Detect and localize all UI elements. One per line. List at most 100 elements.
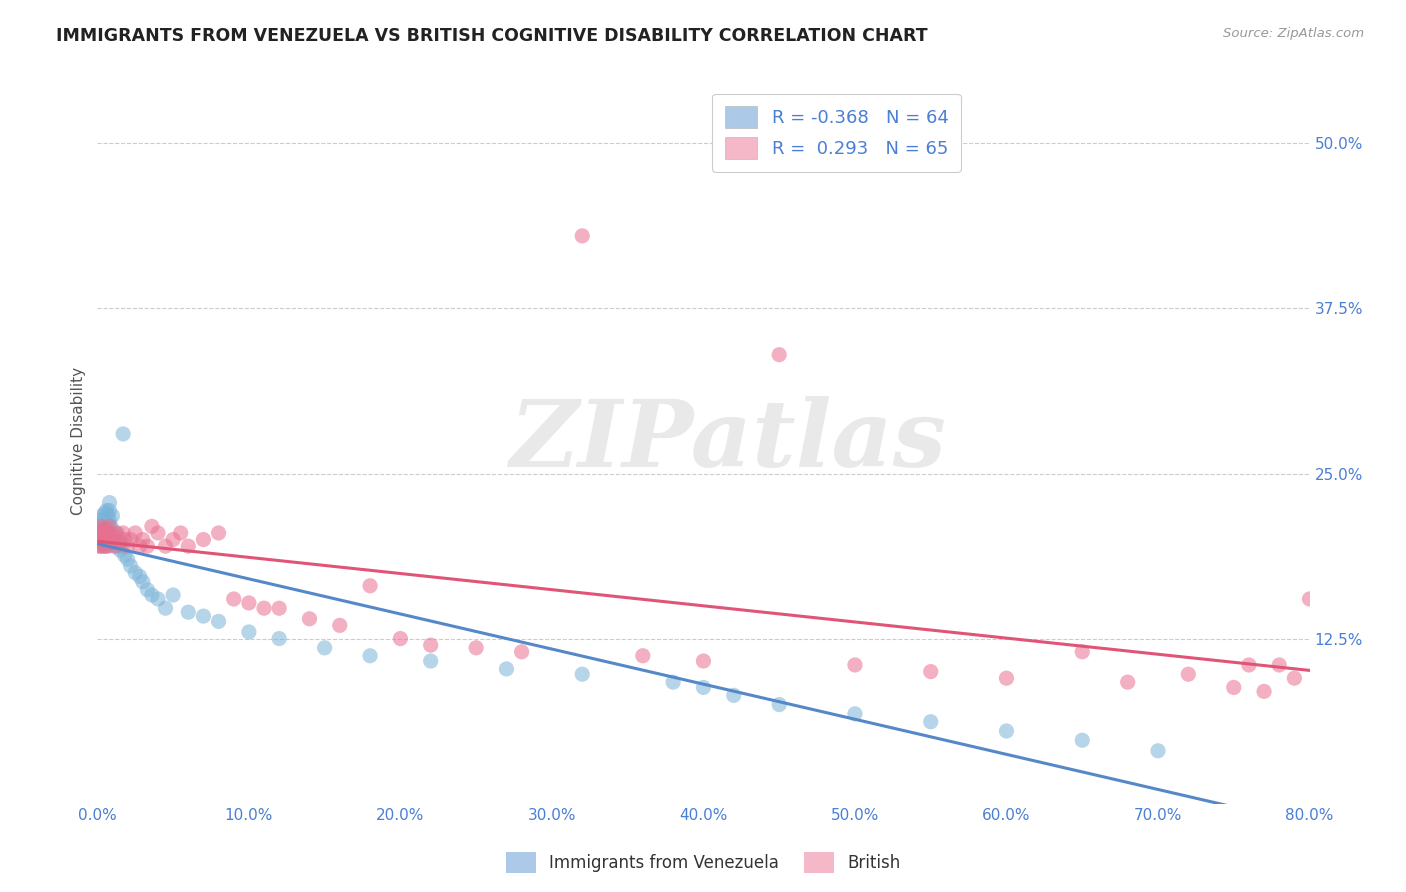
Point [170, 525, 193, 540]
Point [768, 698, 790, 712]
Point [108, 535, 131, 549]
Point [104, 539, 127, 553]
Point [90, 525, 112, 540]
Point [207, 615, 229, 629]
Point [90, 508, 112, 523]
Point [193, 609, 215, 624]
Point [631, 648, 654, 663]
Point [419, 654, 441, 668]
Point [162, 533, 184, 547]
Point [117, 539, 139, 553]
Point [768, 348, 790, 362]
Point [96, 522, 118, 536]
Point [132, 574, 155, 589]
Legend: R = -0.368   N = 64, R =  0.293   N = 65: R = -0.368 N = 64, R = 0.293 N = 65 [711, 94, 962, 172]
Point [100, 535, 122, 549]
Point [93, 525, 115, 540]
Point [96, 503, 118, 517]
Point [1298, 591, 1320, 606]
Point [104, 525, 127, 540]
Point [920, 665, 942, 679]
Point [96, 522, 118, 536]
Point [136, 582, 159, 597]
Point [1237, 657, 1260, 672]
Point [177, 539, 200, 553]
Point [90, 522, 112, 536]
Point [94, 506, 117, 520]
Point [1147, 744, 1170, 758]
Point [90, 539, 112, 553]
Point [97, 508, 120, 523]
Point [98, 513, 121, 527]
Point [1284, 671, 1306, 685]
Point [120, 533, 142, 547]
Point [314, 640, 336, 655]
Point [97, 525, 120, 540]
Point [89, 519, 111, 533]
Point [98, 519, 121, 533]
Legend: Immigrants from Venezuela, British: Immigrants from Venezuela, British [499, 846, 907, 880]
Point [100, 519, 122, 533]
Point [89, 539, 111, 553]
Point [162, 588, 184, 602]
Point [105, 530, 128, 544]
Point [93, 522, 115, 536]
Point [419, 638, 441, 652]
Point [96, 535, 118, 549]
Point [269, 632, 291, 646]
Point [298, 612, 321, 626]
Point [146, 525, 169, 540]
Point [100, 533, 122, 547]
Point [87, 533, 110, 547]
Point [117, 552, 139, 566]
Point [93, 535, 115, 549]
Point [359, 579, 381, 593]
Point [97, 516, 120, 531]
Point [103, 530, 125, 544]
Point [238, 596, 260, 610]
Point [97, 539, 120, 553]
Y-axis label: Cognitive Disability: Cognitive Disability [72, 367, 86, 515]
Point [90, 533, 112, 547]
Point [93, 513, 115, 527]
Point [692, 681, 714, 695]
Text: ZIPatlas: ZIPatlas [509, 395, 946, 485]
Point [1071, 733, 1094, 747]
Point [98, 503, 121, 517]
Point [105, 525, 128, 540]
Point [94, 533, 117, 547]
Point [89, 513, 111, 527]
Point [207, 525, 229, 540]
Point [89, 533, 111, 547]
Point [128, 569, 150, 583]
Point [662, 675, 685, 690]
Point [510, 645, 533, 659]
Point [128, 539, 150, 553]
Point [132, 533, 155, 547]
Point [114, 549, 136, 563]
Point [146, 591, 169, 606]
Point [96, 539, 118, 553]
Point [93, 539, 115, 553]
Text: IMMIGRANTS FROM VENEZUELA VS BRITISH COGNITIVE DISABILITY CORRELATION CHART: IMMIGRANTS FROM VENEZUELA VS BRITISH COG… [56, 27, 928, 45]
Point [87, 539, 110, 553]
Point [193, 533, 215, 547]
Point [844, 657, 866, 672]
Point [94, 539, 117, 553]
Point [995, 671, 1018, 685]
Point [136, 539, 159, 553]
Point [1253, 684, 1275, 698]
Point [1268, 657, 1291, 672]
Point [155, 539, 177, 553]
Point [108, 543, 131, 558]
Point [97, 533, 120, 547]
Point [1177, 667, 1199, 681]
Point [112, 525, 135, 540]
Point [155, 601, 177, 615]
Point [920, 714, 942, 729]
Point [124, 566, 146, 580]
Point [87, 519, 110, 533]
Point [329, 618, 352, 632]
Point [110, 539, 132, 553]
Point [103, 539, 125, 553]
